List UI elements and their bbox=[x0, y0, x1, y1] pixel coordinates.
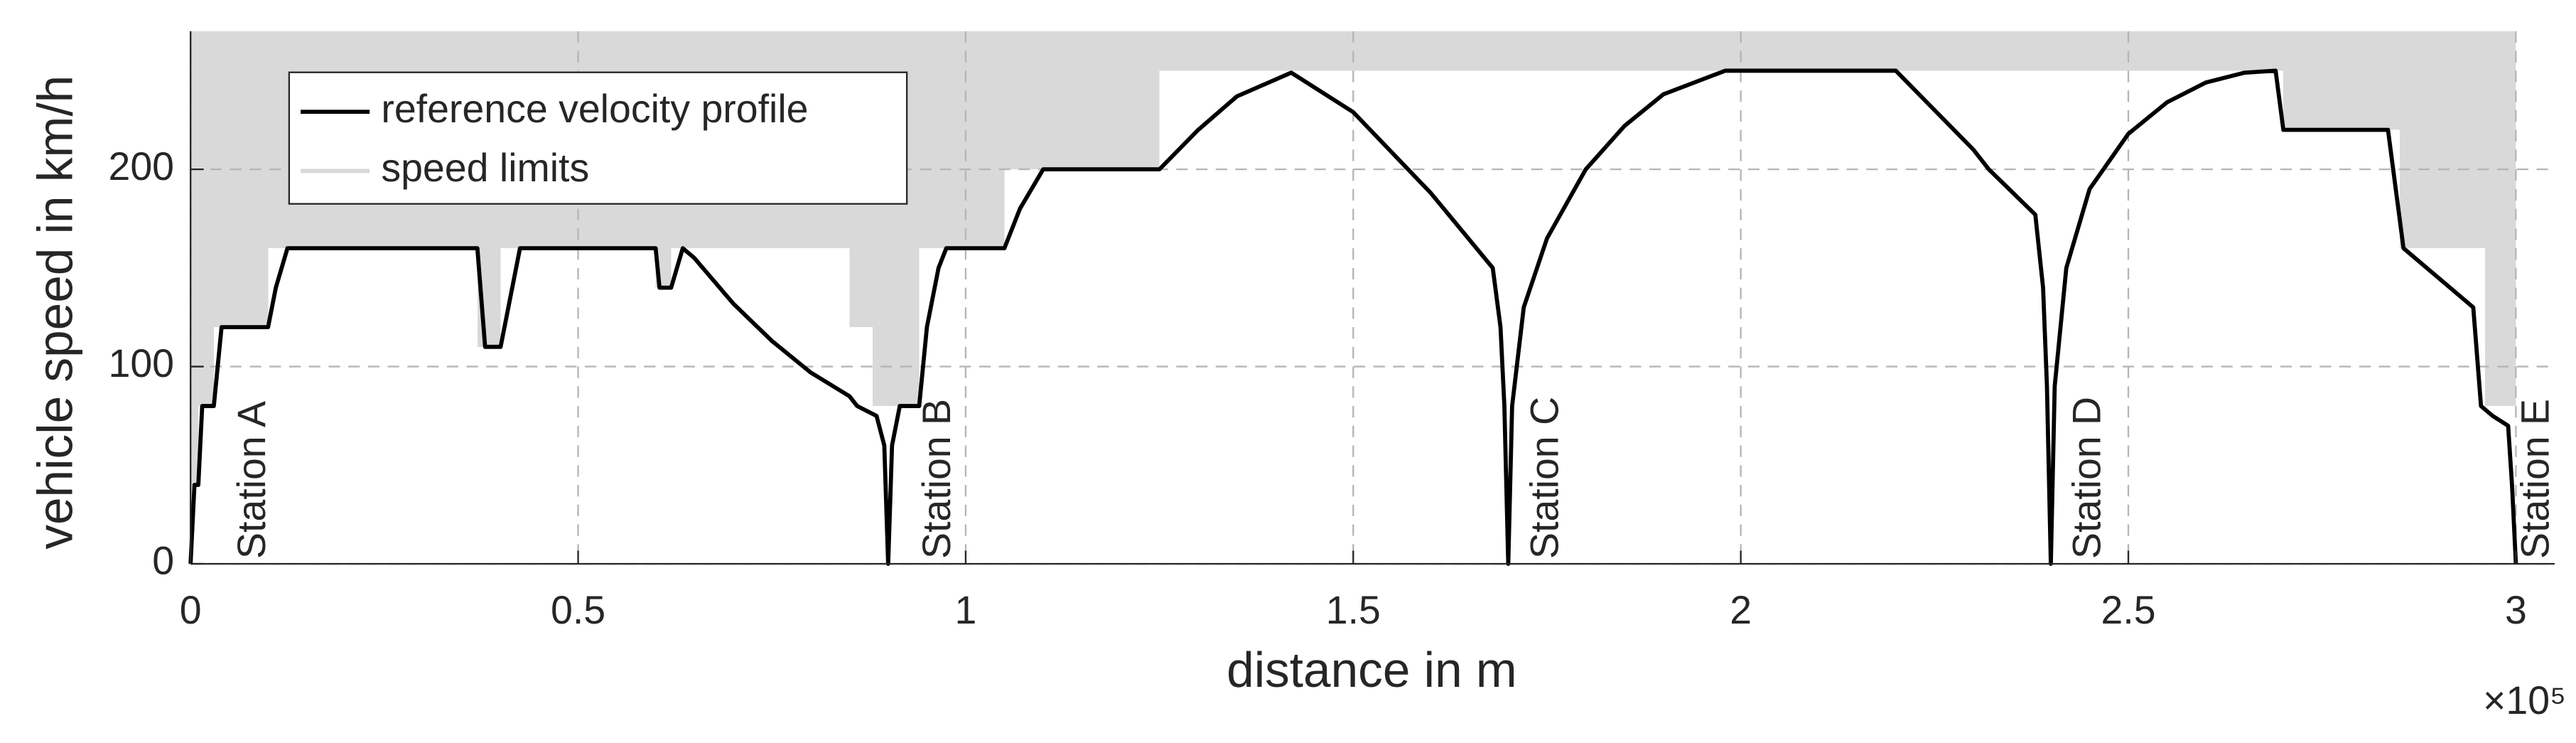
station-label: Station C bbox=[1522, 397, 1566, 559]
legend-label: reference velocity profile bbox=[381, 87, 808, 131]
station-label: Station B bbox=[915, 399, 959, 559]
speed-limit-segment bbox=[268, 248, 478, 564]
speed-limit-segment bbox=[849, 327, 873, 564]
speed-limit-segment bbox=[671, 248, 850, 564]
speed-limit-segment bbox=[655, 287, 672, 564]
speed-limit-segment bbox=[1159, 70, 2284, 564]
x-axis-label: distance in m bbox=[1227, 642, 1517, 697]
x-tick-label: 0.5 bbox=[551, 588, 605, 632]
x-exponent: ×10⁵ bbox=[2483, 678, 2566, 722]
x-tick-label: 2.5 bbox=[2101, 588, 2155, 632]
x-tick-label: 2 bbox=[1730, 588, 1752, 632]
legend-box bbox=[288, 71, 908, 205]
x-tick-label: 3 bbox=[2505, 588, 2527, 632]
station-label: Station E bbox=[2513, 399, 2557, 559]
x-tick-label: 1.5 bbox=[1326, 588, 1381, 632]
x-tick-label: 0 bbox=[180, 588, 202, 632]
velocity-line bbox=[188, 68, 2518, 566]
speed-limit-segment bbox=[477, 346, 501, 564]
speed-limit-segment bbox=[2283, 129, 2400, 564]
speed-limit-segment bbox=[2399, 248, 2485, 564]
y-tick-label: 0 bbox=[152, 539, 174, 583]
x-tick-label: 1 bbox=[954, 588, 976, 632]
y-axis-label: vehicle speed in km/h bbox=[28, 75, 83, 550]
station-label: Station D bbox=[2064, 397, 2108, 559]
y-tick-label: 200 bbox=[108, 144, 174, 188]
station-label: Station A bbox=[230, 401, 274, 559]
legend-label: speed limits bbox=[381, 146, 589, 190]
y-tick-label: 100 bbox=[108, 341, 174, 385]
